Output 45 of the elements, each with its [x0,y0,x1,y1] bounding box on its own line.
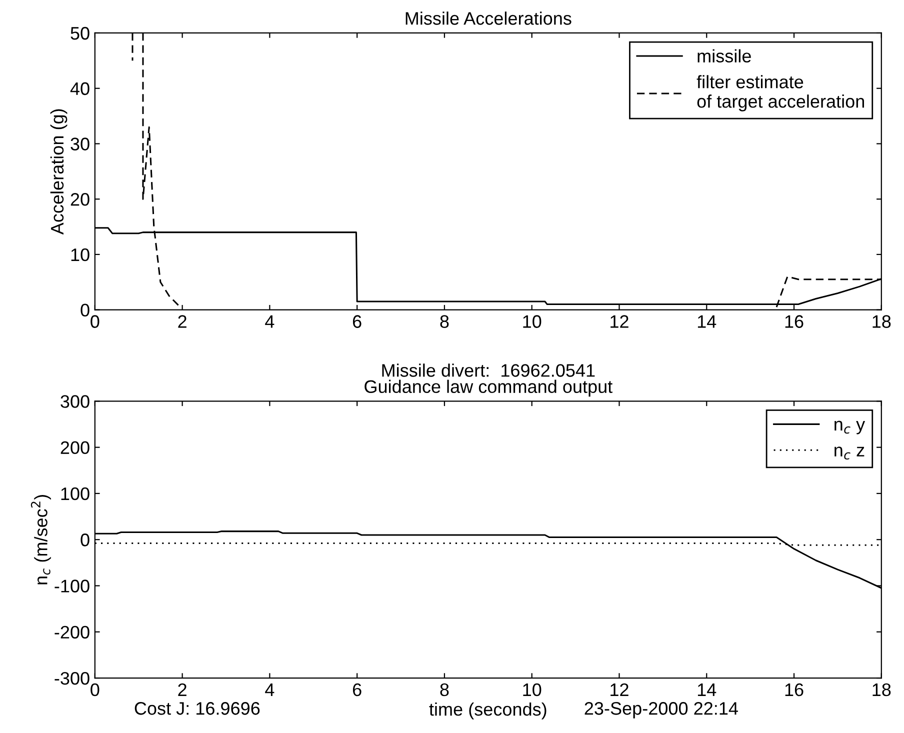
y-tick-label: -100 [54,580,90,592]
x-tick-label: 16 [785,315,804,328]
chart-title: Missile Accelerations [406,12,572,25]
y-tick-label: 0 [80,304,90,317]
x-tick-label: 14 [698,315,716,328]
legend-label: missile [698,49,751,62]
legend-label: n$_{c}$ z [834,446,864,460]
x-tick-label: 14 [698,684,716,696]
y-tick-label: 10 [71,248,90,262]
y-axis-title: n$_{c}$ (m/sec$^{2}$) [30,495,51,584]
x-tick-label: 18 [872,315,891,328]
x-tick-label: 2 [178,315,186,328]
legend-label: n$_{c}$ y [834,420,866,434]
x-tick-label: 16 [785,683,804,696]
x-tick-label: 4 [265,684,274,696]
y-tick-label: -200 [54,626,90,639]
y-tick-label: 30 [70,138,90,150]
legend-label: filter estimate of target acceleration [696,75,864,112]
x-tick-label: 4 [265,315,274,328]
x-tick-label: 6 [352,315,362,328]
x-tick-label: 18 [872,683,891,696]
x-tick-label: 12 [610,683,628,696]
chart-title: Guidance law command output [364,380,612,397]
x-tick-label: 8 [440,315,449,328]
x-tick-label: 10 [523,315,542,328]
x-tick-label: 2 [178,683,186,696]
x-axis-title: time (seconds) [429,702,546,720]
y-tick-label: 20 [70,193,90,206]
y-tick-label: 50 [70,26,90,40]
x-tick-label: 6 [352,683,362,696]
y-tick-label: 300 [60,395,90,408]
y-tick-label: 40 [70,82,90,96]
x-tick-label: 0 [90,315,100,328]
y-tick-label: 0 [80,534,90,546]
y-axis-title: Acceleration (g) [50,109,68,235]
text: 23-Sep-2000 22:14 [584,702,738,718]
y-tick-label: -300 [54,672,90,685]
x-tick-label: 8 [440,683,449,696]
text: Cost J: 16.9696 [134,702,260,715]
y-tick-label: 200 [60,441,90,454]
x-tick-label: 12 [610,315,628,328]
x-tick-label: 0 [90,683,100,696]
chart-subtitle: Missile divert: 16962.0541 [382,364,595,377]
y-tick-label: 100 [61,487,90,500]
x-tick-label: 10 [523,683,542,696]
